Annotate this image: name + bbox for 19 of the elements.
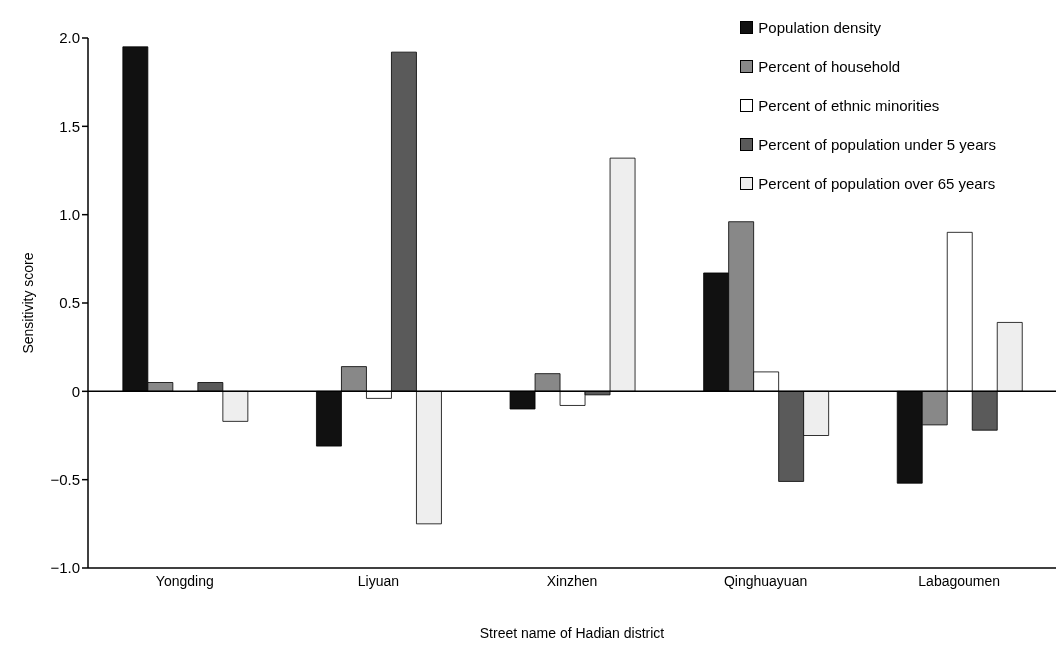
y-tick-label: 0.5	[59, 294, 80, 312]
x-tick-label: Labagoumen	[918, 572, 1001, 589]
x-tick-label: Liyuan	[357, 572, 400, 589]
legend-label: Percent of population over 65 years	[758, 175, 996, 192]
y-tick-label: 1.0	[59, 205, 80, 223]
y-tick-label: 1.5	[59, 117, 80, 135]
x-tick-label: Yongding	[155, 572, 214, 589]
legend-label: Percent of household	[758, 58, 901, 75]
y-tick-label: 0	[71, 382, 80, 400]
legend-label: Percent of population under 5 years	[758, 136, 996, 153]
x-tick-label: Xinzhen	[546, 572, 598, 589]
y-axis-title: Sensitivity score	[19, 252, 36, 354]
legend-label: Population density	[758, 19, 881, 36]
y-tick-label: −1.0	[50, 559, 80, 577]
y-tick-label: 2.0	[59, 29, 80, 47]
x-axis-title: Street name of Hadian district	[479, 625, 665, 641]
legend-label: Percent of ethnic minorities	[758, 97, 940, 114]
x-tick-label: Qinghuayuan	[723, 572, 808, 589]
y-tick-label: −0.5	[50, 470, 80, 488]
